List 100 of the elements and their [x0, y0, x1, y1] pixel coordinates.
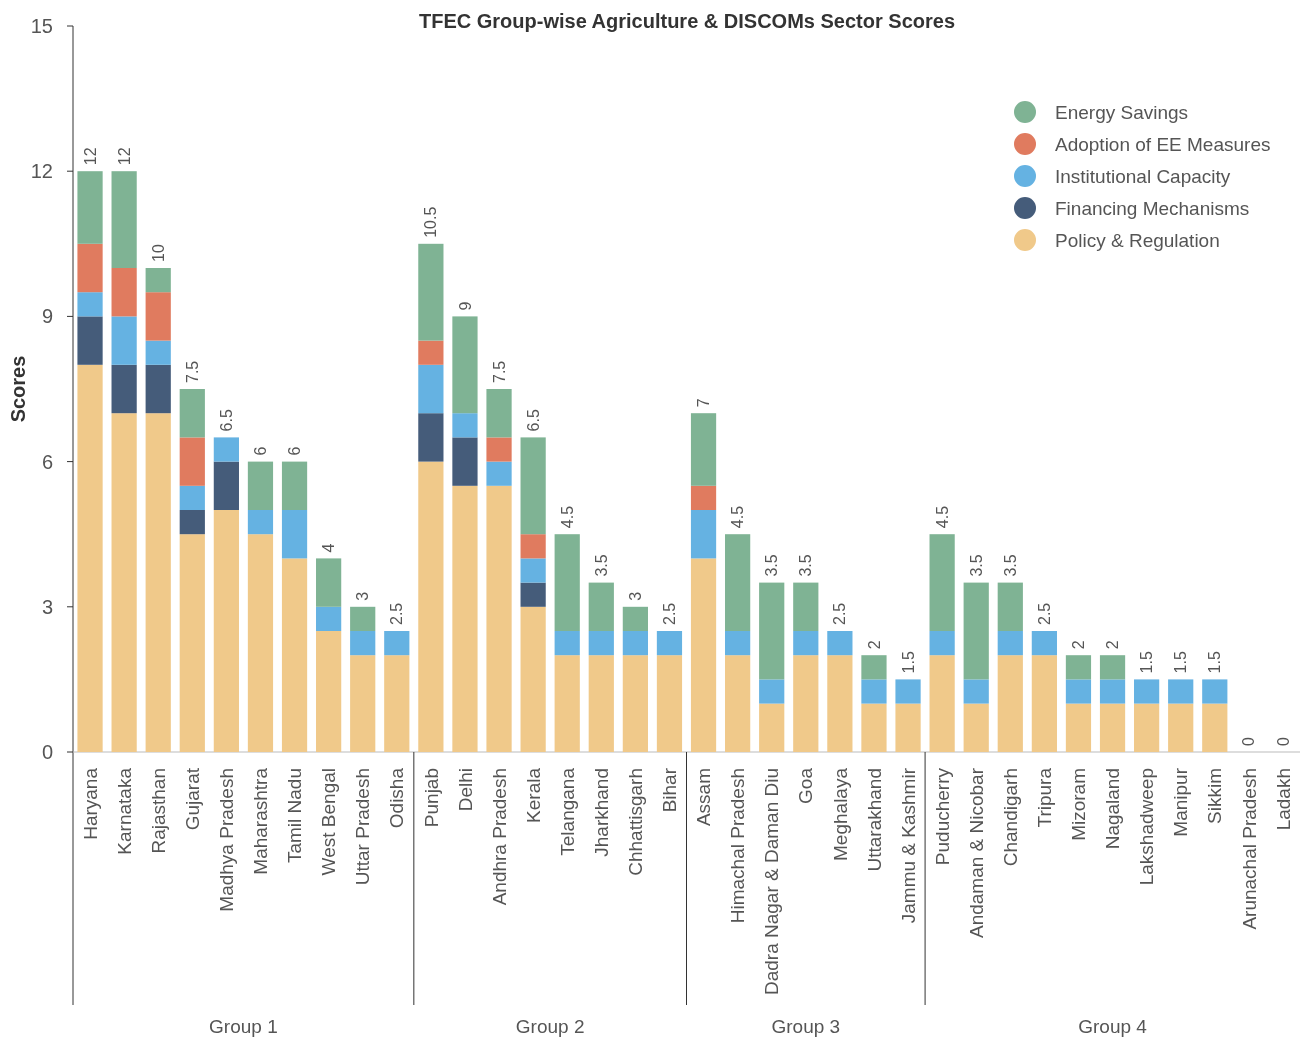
bar: [520, 606, 546, 752]
bar: [213, 510, 239, 752]
total-label: 4.5: [933, 505, 951, 529]
x-tick-label: Goa: [795, 767, 817, 804]
bar: [77, 292, 103, 317]
total-label: 4: [320, 543, 338, 553]
bar: [418, 340, 444, 365]
total-label: 3.5: [1001, 554, 1019, 577]
x-tick-label: Uttarakhand: [863, 768, 885, 872]
bar: [622, 606, 648, 631]
bar: [827, 631, 853, 656]
bar: [588, 631, 614, 656]
bar: [111, 413, 137, 752]
total-label: 2: [1070, 640, 1088, 650]
x-tick-label: Meghalaya: [829, 767, 851, 861]
legend-label: Institutional Capacity: [1055, 165, 1231, 187]
bar: [554, 655, 580, 752]
bar: [554, 534, 580, 631]
bar: [486, 485, 512, 752]
bar: [418, 461, 444, 752]
bar: [520, 558, 546, 583]
total-label: 6: [286, 446, 304, 456]
bar: [1065, 679, 1092, 704]
bar: [690, 558, 717, 752]
bar: [179, 389, 205, 438]
y-tick-label: 15: [30, 15, 53, 37]
text: Group 3: [771, 1016, 841, 1037]
bar: [316, 631, 342, 752]
bar: [827, 655, 853, 752]
bar: [963, 679, 989, 704]
x-tick-label: Andaman & Nicobar: [965, 767, 987, 939]
bar: [929, 534, 955, 631]
bar: [725, 534, 751, 631]
x-tick-label: Jammu & Kashmir: [897, 767, 919, 924]
x-tick-label: Chhattisgarh: [625, 768, 647, 876]
legend-label: Energy Savings: [1055, 101, 1189, 123]
bar: [759, 582, 785, 680]
bar: [145, 292, 171, 341]
bar: [111, 316, 137, 365]
x-tick-label: Punjab: [420, 768, 442, 828]
x-tick-label: Jharkhand: [590, 768, 612, 857]
bar: [1202, 679, 1228, 704]
bar: [656, 655, 683, 752]
bar: [384, 631, 410, 656]
bar: [759, 703, 785, 752]
bar: [1099, 679, 1126, 704]
x-tick-label: Maharashtra: [250, 767, 272, 875]
bar: [418, 364, 444, 414]
bar: [281, 461, 308, 510]
x-tick-label: Andhra Pradesh: [488, 768, 510, 906]
total-label: 6: [252, 446, 270, 456]
bar: [1134, 679, 1160, 704]
bar: [793, 582, 819, 631]
bar: [418, 243, 444, 341]
bar: [1031, 655, 1057, 752]
legend-label: Financing Mechanisms: [1055, 197, 1250, 219]
total-label: 10: [149, 244, 167, 262]
total-label: 7: [695, 398, 713, 408]
bar: [929, 655, 955, 752]
bar: [997, 655, 1023, 752]
bar: [452, 413, 478, 438]
total-label: 4.5: [729, 505, 747, 529]
total-label: 2.5: [388, 602, 406, 625]
y-tick-label: 6: [41, 450, 53, 473]
x-tick-label: Chandigarh: [999, 768, 1021, 867]
bar: [861, 679, 887, 704]
bar: [486, 437, 512, 462]
bar: [145, 364, 171, 414]
chart-title: TFEC Group-wise Agriculture & DISCOMs Sector Scores: [418, 10, 956, 32]
x-tick-label: Odisha: [386, 767, 408, 829]
bar: [145, 413, 171, 752]
bar: [997, 631, 1023, 656]
bar: [690, 413, 717, 486]
bar: [111, 268, 137, 317]
bar: [690, 485, 717, 510]
total-label: 1.5: [1172, 651, 1190, 674]
bar: [350, 631, 376, 656]
bar: [247, 534, 274, 752]
bar: [350, 606, 376, 631]
bar: [1065, 655, 1092, 680]
total-label: 0: [1240, 737, 1258, 746]
bar: [861, 655, 887, 680]
x-tick-label: Arunachal Pradesh: [1238, 768, 1260, 930]
x-tick-label: Manipur: [1170, 767, 1192, 837]
bar: [452, 485, 478, 752]
bar: [77, 364, 103, 752]
total-label: 6.5: [524, 409, 542, 432]
total-label: 2: [1104, 640, 1122, 650]
total-label: 4.5: [558, 505, 576, 529]
bar: [1202, 703, 1228, 752]
bar: [145, 268, 171, 293]
bar: [1099, 703, 1126, 752]
bar: [759, 679, 785, 704]
y-tick-label: 3: [41, 595, 53, 618]
total-label: 7.5: [183, 360, 201, 383]
total-label: 3.5: [797, 554, 815, 577]
bar: [179, 485, 205, 510]
x-tick-label: Bihar: [659, 767, 681, 813]
total-label: 2.5: [661, 602, 679, 625]
x-tick-label: Mizoram: [1068, 768, 1090, 841]
